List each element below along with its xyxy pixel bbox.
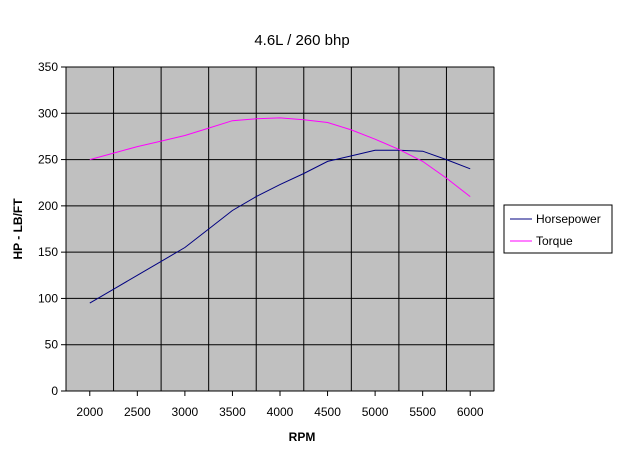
x-tick-label: 3500 <box>219 405 246 419</box>
legend: Horsepower Torque <box>503 204 613 254</box>
plot-area <box>65 66 495 392</box>
x-tick-label: 5500 <box>409 405 436 419</box>
y-tick-label: 350 <box>38 60 58 74</box>
y-tick-label: 150 <box>38 245 58 259</box>
x-tick-label: 4000 <box>267 405 294 419</box>
y-tick-label: 100 <box>38 291 58 305</box>
x-tick-label: 5000 <box>362 405 389 419</box>
y-axis-title: HP - LB/FT <box>11 198 25 260</box>
series-line-torque <box>89 117 471 197</box>
y-tick-label: 50 <box>45 338 59 352</box>
chart-title: 4.6L / 260 bhp <box>254 32 349 49</box>
y-tick-label: 250 <box>38 153 58 167</box>
x-tick-label: 2500 <box>124 405 151 419</box>
x-axis-ticks: 2000 2500 3000 3500 4000 4500 5000 5500 6000 <box>76 391 484 419</box>
x-axis-title: RPM <box>289 430 316 444</box>
y-tick-label: 300 <box>38 106 58 120</box>
gridlines <box>65 66 495 392</box>
series-line-horsepower <box>89 149 471 304</box>
legend-box <box>503 204 613 254</box>
legend-label-torque: Torque <box>536 234 573 248</box>
y-tick-label: 0 <box>51 384 58 398</box>
y-axis-ticks: 0 50 100 150 200 250 300 350 <box>38 60 66 398</box>
y-tick-label: 200 <box>38 199 58 213</box>
x-tick-label: 3000 <box>172 405 199 419</box>
legend-label-horsepower: Horsepower <box>536 212 601 226</box>
x-tick-label: 4500 <box>314 405 341 419</box>
x-tick-label: 2000 <box>76 405 103 419</box>
x-tick-label: 6000 <box>457 405 484 419</box>
series-lines <box>89 117 471 304</box>
